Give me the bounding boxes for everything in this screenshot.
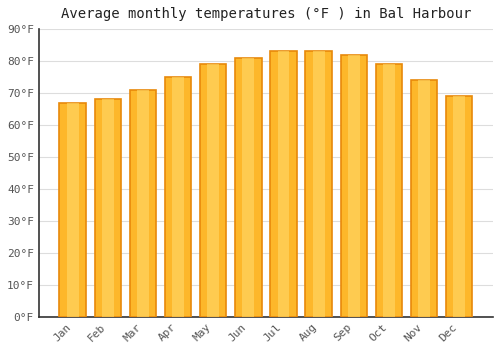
Bar	[208, 64, 219, 317]
Bar	[200, 64, 226, 317]
Bar	[306, 51, 332, 317]
Bar	[278, 51, 289, 317]
Bar	[235, 58, 262, 317]
Bar	[340, 55, 367, 317]
Bar	[137, 90, 149, 317]
Bar	[446, 96, 472, 317]
Bar	[130, 90, 156, 317]
Bar	[172, 77, 184, 317]
Bar	[60, 103, 86, 317]
Bar	[411, 80, 438, 317]
Bar	[94, 99, 121, 317]
Bar	[270, 51, 296, 317]
Bar	[376, 64, 402, 317]
Bar	[165, 77, 191, 317]
Bar	[454, 96, 465, 317]
Bar	[312, 51, 324, 317]
Bar	[66, 103, 78, 317]
Title: Average monthly temperatures (°F ) in Bal Harbour: Average monthly temperatures (°F ) in Ba…	[60, 7, 471, 21]
Bar	[242, 58, 254, 317]
Bar	[348, 55, 360, 317]
Bar	[102, 99, 114, 317]
Bar	[418, 80, 430, 317]
Bar	[383, 64, 395, 317]
